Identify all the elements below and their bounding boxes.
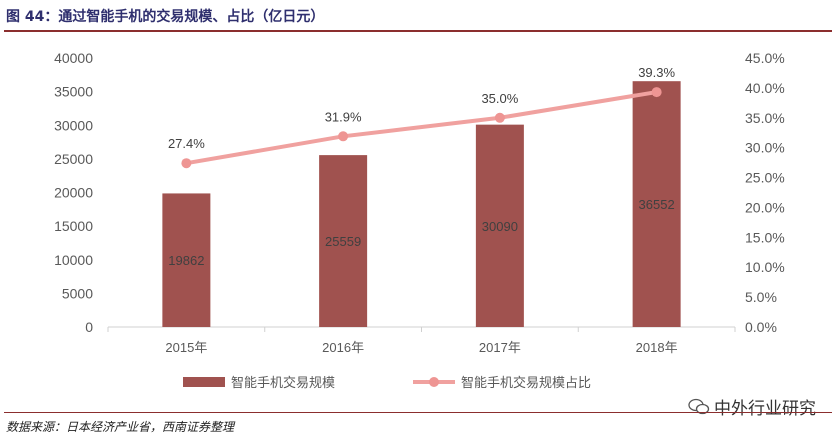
legend-label-line: 智能手机交易规模占比 <box>461 375 591 391</box>
watermark: 中外行业研究 <box>688 394 816 419</box>
wechat-icon <box>688 398 710 414</box>
y-left-tick-label: 0 <box>85 319 93 335</box>
line-value-label: 27.4% <box>168 136 205 151</box>
x-tick-label: 2018年 <box>636 340 678 355</box>
bar <box>632 81 681 327</box>
bar-value-label: 36552 <box>639 197 675 212</box>
combo-chart: 0 5000 10000 15000 20000 25000 30000 35000 40000… <box>54 50 785 391</box>
y-left-tick-label: 20000 <box>54 185 93 201</box>
x-tick-label: 2016年 <box>322 340 364 355</box>
watermark-text: 中外行业研究 <box>714 399 816 419</box>
line-value-label: 31.9% <box>325 109 362 124</box>
y-right-tick-label: 35.0% <box>745 110 785 126</box>
y-left-tick-label: 10000 <box>54 252 93 268</box>
bar <box>319 155 368 327</box>
bar-value-label: 19862 <box>168 253 204 268</box>
line-value-label: 39.3% <box>638 65 675 80</box>
legend-marker-line <box>429 377 439 387</box>
chart-area: 0 5000 10000 15000 20000 25000 30000 35000 40000… <box>0 36 836 404</box>
source-divider <box>4 412 832 413</box>
y-right-tick-label: 45.0% <box>745 50 785 66</box>
y-right-tick-label: 20.0% <box>745 199 785 215</box>
title-divider <box>4 30 832 32</box>
y-left-tick-label: 5000 <box>62 285 93 301</box>
line-value-label: 35.0% <box>481 91 518 106</box>
line-point <box>494 112 505 123</box>
legend-swatch-bar <box>183 377 225 387</box>
y-right-tick-label: 30.0% <box>745 140 785 156</box>
y-left-tick-label: 15000 <box>54 218 93 234</box>
y-right-tick-label: 40.0% <box>745 80 785 96</box>
x-tick-label: 2015年 <box>165 340 207 355</box>
bar-value-label: 25559 <box>325 234 361 249</box>
x-tick-label: 2017年 <box>479 340 521 355</box>
share-line <box>184 90 659 166</box>
y-left-tick-label: 25000 <box>54 151 93 167</box>
bar <box>162 193 211 327</box>
y-right-tick-label: 25.0% <box>745 170 785 186</box>
line-point <box>338 131 349 142</box>
y-left-tick-label: 40000 <box>54 50 93 66</box>
source-note: 数据来源：日本经济产业省，西南证券整理 <box>6 420 235 434</box>
line-point <box>181 158 192 169</box>
bar-value-label: 30090 <box>482 219 518 234</box>
line-point <box>651 87 662 98</box>
y-right-tick-label: 0.0% <box>745 319 777 335</box>
chart-title: 图 44：通过智能手机的交易规模、占比（亿日元） <box>6 9 325 25</box>
y-right-tick-label: 10.0% <box>745 259 785 275</box>
bar <box>475 124 524 328</box>
legend-label-bar: 智能手机交易规模 <box>231 375 335 391</box>
y-right-tick-label: 5.0% <box>745 289 777 305</box>
y-left-tick-label: 30000 <box>54 117 93 133</box>
y-right-tick-label: 15.0% <box>745 229 785 245</box>
y-left-tick-label: 35000 <box>54 84 93 100</box>
